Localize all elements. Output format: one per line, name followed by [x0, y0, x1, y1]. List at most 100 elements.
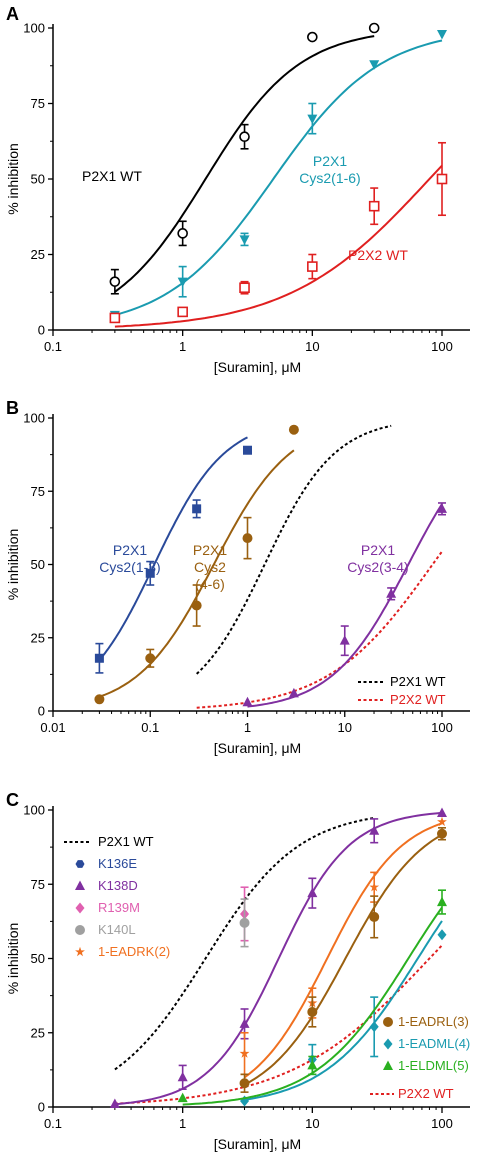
data-point [386, 588, 397, 598]
fit-curve [98, 436, 248, 661]
data-point [339, 635, 350, 645]
series [239, 898, 250, 948]
reference-curve [114, 944, 443, 1105]
series-label: Cys2(3-4) [347, 559, 408, 575]
series-label: P2X1 [313, 153, 347, 169]
x-tick-label: 100 [431, 339, 453, 354]
data-point [368, 200, 380, 212]
x-tick-label: 10 [338, 720, 352, 735]
fit-curve [243, 822, 443, 1079]
data-point [437, 816, 447, 827]
legend-marker [75, 946, 85, 957]
legend-marker [75, 860, 85, 868]
fit-curve [247, 503, 443, 708]
series [94, 436, 252, 674]
fit-curve [114, 39, 443, 316]
y-axis-title: % inhibition [5, 529, 21, 601]
y-tick-label: 100 [23, 411, 45, 426]
legend-label: K138D [98, 878, 138, 893]
y-tick-label: 0 [38, 704, 45, 719]
y-tick-label: 50 [31, 557, 45, 572]
panel-C: C 0 25 50 75 100 0.1 1 10 100 [Suramin], μM % inhib… [5, 790, 470, 1152]
x-tick-label: 0.1 [44, 1116, 62, 1131]
series [109, 141, 448, 328]
series-label: Cys2 [194, 559, 226, 575]
data-point [437, 828, 447, 839]
panel-A: A 0 25 50 75 100 0.1 1 10 100 [Suramin], μM % inhib… [5, 4, 470, 375]
y-tick-label: 100 [23, 21, 45, 36]
series [109, 22, 380, 295]
x-tick-label: 10 [305, 339, 319, 354]
x-tick-label: 0.1 [141, 720, 159, 735]
y-tick-label: 0 [38, 1100, 45, 1115]
data-point [109, 312, 121, 324]
series-label: P2X1 WT [82, 168, 142, 184]
panel-letter: C [6, 790, 19, 810]
legend-label: K136E [98, 856, 137, 871]
legend-label: P2X2 WT [398, 1086, 454, 1101]
data-point [369, 60, 380, 70]
legend-label: P2X1 WT [390, 674, 446, 689]
y-tick-label: 75 [31, 877, 45, 892]
legend-label: R139M [98, 900, 140, 915]
data-point [191, 600, 202, 611]
x-tick-label: 1 [179, 339, 186, 354]
legend-suffix: (2) [154, 944, 170, 959]
data-point [94, 694, 105, 705]
fit-curve [244, 833, 443, 1086]
legend-marker [383, 1017, 393, 1027]
series-label: (4-6) [195, 576, 225, 592]
series-label: P2X2 WT [348, 247, 408, 263]
data-point [243, 445, 252, 455]
data-point [368, 22, 380, 34]
legend-label: 1-ELDML(5) [398, 1058, 469, 1073]
series [177, 889, 447, 1106]
data-point [288, 687, 299, 698]
legend-label: K140L [98, 922, 136, 937]
data-point [436, 173, 448, 185]
legend-marker [383, 1060, 393, 1070]
data-point [239, 917, 250, 928]
y-axis-title: % inhibition [5, 923, 21, 995]
legend-label: P2X1 WT [98, 834, 154, 849]
y-tick-label: 50 [31, 172, 45, 187]
x-tick-label: 0.01 [40, 720, 65, 735]
data-point [239, 1078, 250, 1089]
panel-B: B 0 25 50 75 100 0.01 0.1 1 10 100 [Suramin], μM % i… [5, 398, 470, 756]
legend-label: 1-EADML(4) [398, 1036, 470, 1051]
data-point [145, 568, 155, 578]
fit-curve [244, 920, 443, 1101]
legend-suffix: (3) [453, 1014, 469, 1029]
data-point [109, 1098, 120, 1109]
series-label: Cys2(1-3) [99, 559, 160, 575]
data-point [307, 1059, 318, 1070]
x-tick-label: 0.1 [44, 339, 62, 354]
data-point [437, 30, 447, 40]
legend-marker [383, 1038, 393, 1050]
series-label: P2X1 [113, 542, 147, 558]
y-tick-label: 75 [31, 96, 45, 111]
data-point [177, 1071, 188, 1082]
data-point [288, 424, 299, 435]
data-point [177, 306, 188, 318]
data-point [177, 1092, 188, 1103]
y-tick-label: 0 [38, 323, 45, 338]
legend-label: P2X2 WT [390, 692, 446, 707]
data-point [239, 282, 250, 294]
fit-curve [114, 811, 443, 1106]
data-point [109, 276, 121, 287]
legend-suffix: (4) [454, 1036, 470, 1051]
reference-curve [196, 424, 392, 675]
x-tick-label: 1 [244, 720, 251, 735]
data-point [307, 261, 318, 272]
data-point [307, 887, 318, 898]
data-point [369, 882, 380, 892]
y-tick-label: 100 [23, 803, 45, 818]
data-point [94, 653, 104, 663]
data-point [369, 1021, 379, 1033]
x-tick-label: 100 [431, 720, 453, 735]
y-tick-label: 75 [31, 484, 45, 499]
y-tick-label: 25 [31, 1025, 45, 1040]
legend-suffix: (5) [453, 1058, 469, 1073]
